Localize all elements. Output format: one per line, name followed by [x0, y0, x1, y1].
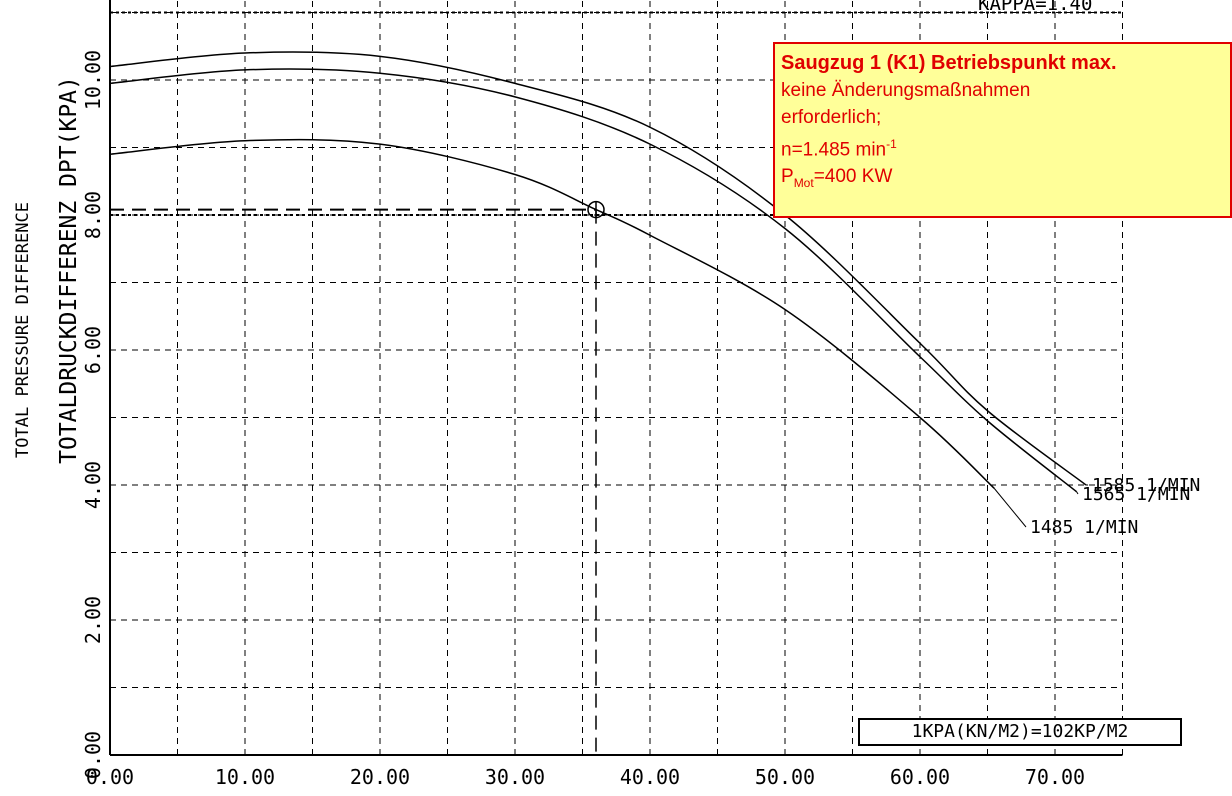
series-leader — [993, 488, 1027, 528]
x-tick-label: 20.00 — [350, 765, 410, 789]
y-tick-label: 0.00 — [81, 731, 105, 779]
x-tick-label: 50.00 — [755, 765, 815, 789]
series-leader — [1076, 491, 1079, 495]
series-line — [109, 68, 1078, 493]
x-tick-label: 10.00 — [215, 765, 275, 789]
power-subscript: Mot — [793, 176, 814, 191]
speed-exponent: -1 — [886, 137, 897, 151]
y-tick-label: 4.00 — [81, 461, 105, 509]
x-tick-label: 30.00 — [485, 765, 545, 789]
y-axis-title-de: TOTALDRUCKDIFFERENZ DPT(KPA) — [56, 76, 82, 464]
annotation-power: PMot=400 KW — [781, 163, 1224, 197]
y-tick-label: 2.00 — [81, 596, 105, 644]
x-tick-label: 60.00 — [890, 765, 950, 789]
y-tick-label: 8.00 — [81, 191, 105, 239]
speed-text: n=1.485 min — [781, 139, 887, 161]
power-symbol: P — [781, 166, 794, 188]
x-tick-label: 70.00 — [1025, 765, 1085, 789]
annotation-title: Saugzug 1 (K1) Betriebspunkt max. — [781, 52, 1117, 74]
annotation-box: Saugzug 1 (K1) Betriebspunkt max. keine … — [773, 42, 1232, 218]
y-tick-label: 6.00 — [81, 326, 105, 374]
annotation-line1: keine Änderungsmaßnahmen — [781, 80, 1031, 101]
unit-note: 1KPA(KN/M2)=102KP/M2 — [858, 718, 1182, 746]
series-label: 1485 1/MIN — [1030, 517, 1138, 538]
x-tick-label: 0.00 — [86, 765, 134, 789]
series-label: 1585 1/MIN — [1092, 475, 1200, 496]
power-value: =400 KW — [813, 166, 893, 188]
y-axis-title-en: TOTAL PRESSURE DIFFERENCE — [13, 202, 33, 458]
y-tick-label: 10.00 — [81, 50, 105, 110]
x-tick-label: 40.00 — [620, 765, 680, 789]
annotation-line2: erforderlich; — [781, 107, 882, 128]
series-line — [109, 51, 1087, 486]
annotation-speed: n=1.485 min-1 — [781, 131, 1224, 163]
series-label: 1565 1/MIN — [1082, 484, 1190, 505]
kappa-label: KAPPA=1.40 — [978, 0, 1092, 15]
